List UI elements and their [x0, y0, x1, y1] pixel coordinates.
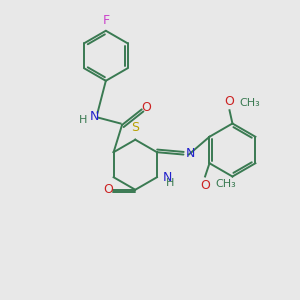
- Text: CH₃: CH₃: [240, 98, 261, 108]
- Text: N: N: [186, 148, 195, 160]
- Text: S: S: [131, 122, 139, 134]
- Text: N: N: [89, 110, 99, 123]
- Text: H: H: [166, 178, 174, 188]
- Text: CH₃: CH₃: [215, 179, 236, 189]
- Text: F: F: [102, 14, 110, 27]
- Text: O: O: [225, 95, 234, 108]
- Text: O: O: [200, 179, 210, 192]
- Text: O: O: [103, 183, 113, 196]
- Text: N: N: [162, 171, 172, 184]
- Text: O: O: [141, 100, 151, 113]
- Text: H: H: [79, 115, 87, 125]
